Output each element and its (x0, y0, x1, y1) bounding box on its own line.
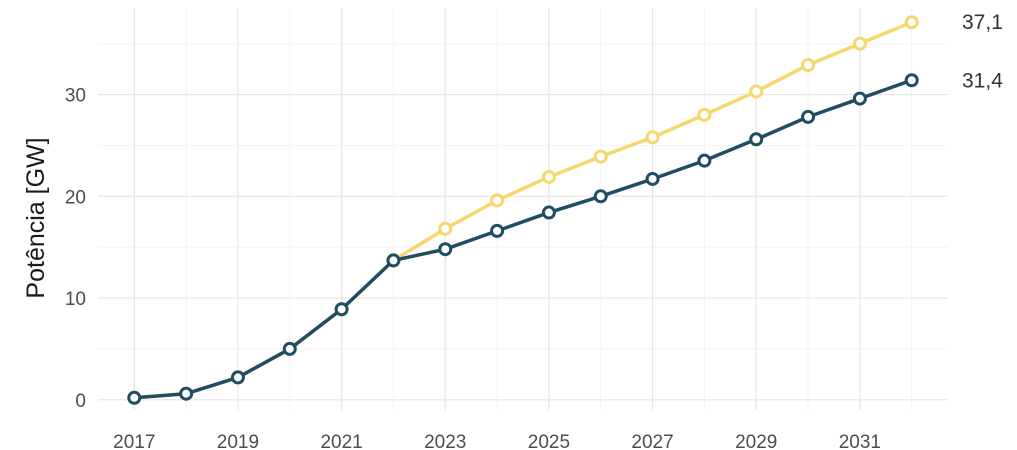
data-point (541, 169, 556, 184)
y-axis-ticks: 0 10 20 30 (65, 86, 86, 412)
y-tick-label: 10 (65, 289, 86, 310)
series-layer (127, 15, 919, 405)
data-point (490, 193, 505, 208)
data-point (801, 57, 816, 72)
data-point (490, 223, 505, 238)
x-tick-label: 2031 (839, 432, 881, 450)
data-point (127, 390, 142, 405)
data-point (852, 91, 867, 106)
data-point (697, 107, 712, 122)
series-end-label: 37,1 (962, 11, 1003, 34)
data-point (282, 341, 297, 356)
data-point (593, 189, 608, 204)
series-0 (127, 15, 919, 405)
y-tick-label: 30 (65, 86, 86, 107)
data-point (904, 73, 919, 88)
data-point (230, 370, 245, 385)
series-1 (127, 73, 919, 405)
series-line (132, 78, 914, 400)
grid (98, 8, 948, 410)
y-axis-label: Potência [GW] (22, 137, 50, 298)
series-line (132, 20, 914, 400)
data-point (386, 253, 401, 268)
x-axis-ticks: 2017 2019 2021 2023 2025 2027 2029 2031 (113, 432, 881, 450)
data-point (645, 171, 660, 186)
end-labels: 37,1 31,4 (962, 11, 1003, 92)
data-point (697, 153, 712, 168)
data-point (438, 221, 453, 236)
data-point (541, 205, 556, 220)
series-end-label: 31,4 (962, 69, 1003, 92)
y-tick-label: 0 (75, 391, 86, 412)
data-point (904, 15, 919, 30)
x-tick-label: 2021 (320, 432, 362, 450)
data-point (801, 109, 816, 124)
x-tick-label: 2023 (424, 432, 466, 450)
data-point (438, 242, 453, 257)
data-point (645, 130, 660, 145)
data-point (749, 132, 764, 147)
x-tick-label: 2019 (217, 432, 259, 450)
x-tick-label: 2027 (631, 432, 673, 450)
data-point (852, 36, 867, 51)
data-point (593, 149, 608, 164)
data-point (334, 302, 349, 317)
x-tick-label: 2017 (113, 432, 155, 450)
x-tick-label: 2025 (528, 432, 570, 450)
y-tick-label: 20 (65, 187, 86, 208)
x-tick-label: 2029 (735, 432, 777, 450)
data-point (749, 84, 764, 99)
data-point (179, 386, 194, 401)
